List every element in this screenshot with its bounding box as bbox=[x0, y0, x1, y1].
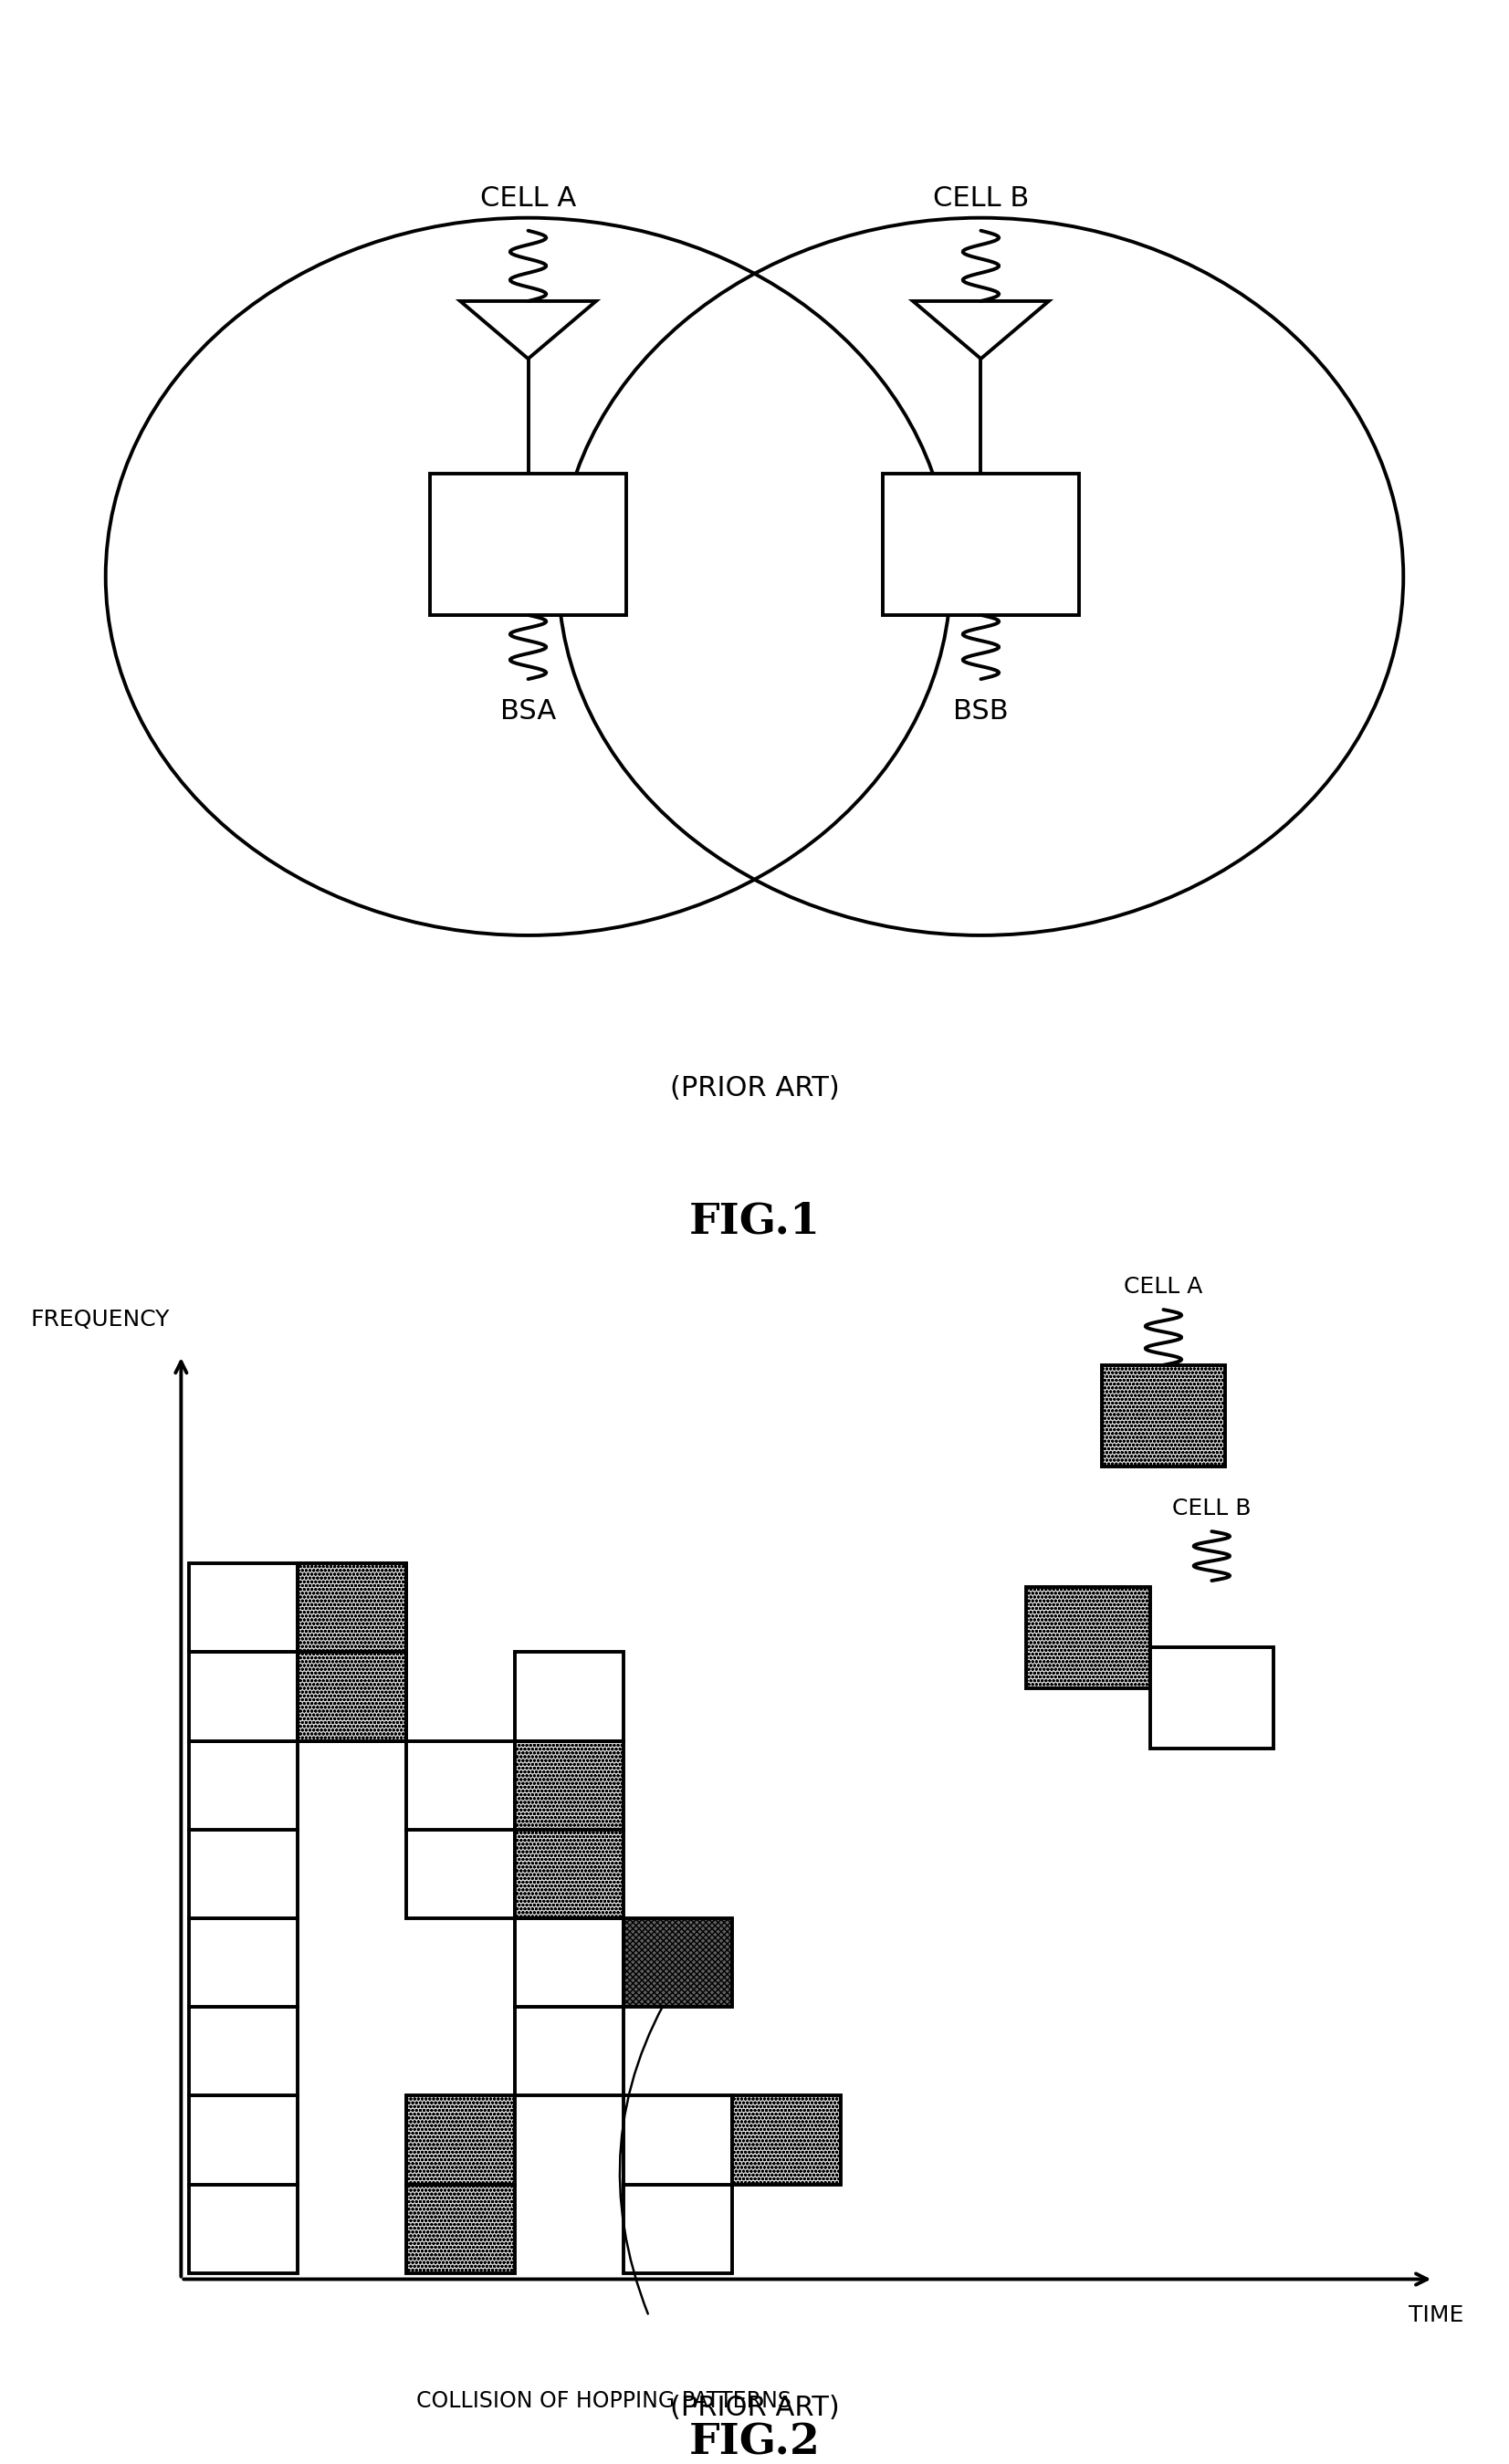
Bar bbox=[189, 1565, 297, 1653]
Bar bbox=[515, 1742, 623, 1828]
Bar bbox=[1026, 1587, 1150, 1688]
Text: CELL A: CELL A bbox=[480, 185, 576, 212]
Bar bbox=[189, 2006, 297, 2094]
Bar bbox=[297, 1565, 406, 1653]
Bar bbox=[297, 1653, 406, 1740]
Bar bbox=[406, 1828, 515, 1917]
Bar bbox=[189, 1917, 297, 2006]
Bar bbox=[623, 1917, 732, 2006]
Text: CELL B: CELL B bbox=[933, 185, 1029, 212]
Bar bbox=[189, 1742, 297, 1828]
Bar bbox=[515, 1653, 623, 1740]
Bar bbox=[406, 1742, 515, 1828]
Text: TIME: TIME bbox=[1408, 2304, 1464, 2326]
Text: FREQUENCY: FREQUENCY bbox=[30, 1308, 169, 1331]
Text: CELL B: CELL B bbox=[1172, 1498, 1251, 1518]
Bar bbox=[623, 2094, 732, 2186]
Text: FIG.1: FIG.1 bbox=[688, 1200, 821, 1242]
Bar bbox=[883, 473, 1079, 616]
Text: CELL A: CELL A bbox=[1124, 1276, 1203, 1296]
Bar bbox=[406, 2186, 515, 2272]
Bar bbox=[406, 2094, 515, 2186]
Text: (PRIOR ART): (PRIOR ART) bbox=[670, 1074, 839, 1101]
Bar bbox=[1150, 1648, 1274, 1749]
Bar bbox=[189, 1653, 297, 1740]
Text: FIG.2: FIG.2 bbox=[688, 2422, 821, 2464]
Bar bbox=[515, 2006, 623, 2094]
Bar bbox=[189, 2094, 297, 2186]
Bar bbox=[1102, 1365, 1225, 1466]
Bar bbox=[189, 1828, 297, 1917]
Bar bbox=[732, 2094, 841, 2186]
Text: COLLISION OF HOPPING PATTERNS: COLLISION OF HOPPING PATTERNS bbox=[416, 2390, 791, 2412]
Bar bbox=[515, 1828, 623, 1917]
Text: (PRIOR ART): (PRIOR ART) bbox=[670, 2395, 839, 2420]
Bar bbox=[430, 473, 626, 616]
Bar bbox=[189, 2186, 297, 2272]
Text: BSA: BSA bbox=[499, 697, 557, 724]
Bar bbox=[515, 1917, 623, 2006]
Text: BSB: BSB bbox=[954, 697, 1008, 724]
Bar bbox=[297, 1653, 406, 1740]
Bar bbox=[297, 1565, 406, 1653]
Bar bbox=[623, 2186, 732, 2272]
